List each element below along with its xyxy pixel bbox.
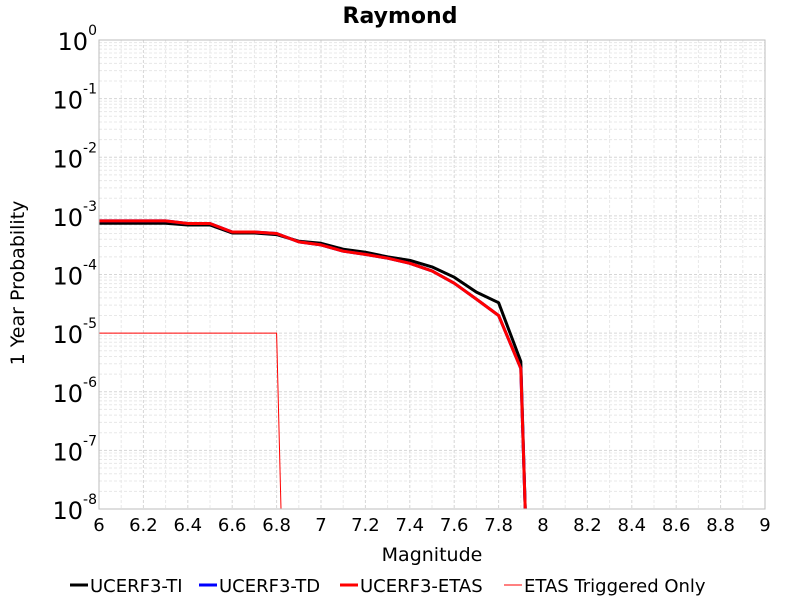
y-tick-label: 100 (58, 23, 97, 56)
y-tick-label: 10-1 (52, 82, 97, 115)
x-axis: 6 6.2 6.4 6.6 6.8 7 7.2 7.4 7.6 7.8 8 8.2 8.4 8.6 8.8 9 (93, 515, 770, 536)
x-tick-label: 6.2 (129, 515, 158, 536)
x-tick-label: 6.4 (173, 515, 202, 536)
legend-label: UCERF3-ETAS (360, 576, 483, 597)
x-tick-label: 8 (537, 515, 548, 536)
x-axis-label: Magnitude (382, 544, 483, 566)
series-layer (99, 219, 527, 510)
series-line-3 (99, 219, 527, 510)
grid (98, 40, 766, 510)
x-tick-label: 6.6 (218, 515, 247, 536)
legend-label: UCERF3-TD (219, 576, 320, 597)
y-tick-label: 10-8 (52, 492, 97, 525)
x-tick-label: 6 (93, 515, 104, 536)
y-axis-label: 1 Year Probability (7, 201, 29, 366)
x-tick-label: 8.4 (617, 515, 646, 536)
x-tick-label: 8.2 (573, 515, 602, 536)
y-tick-label: 10-7 (52, 433, 97, 466)
x-tick-label: 9 (759, 515, 770, 536)
y-tick-label: 10-4 (52, 258, 97, 291)
series-line-1 (99, 221, 527, 510)
x-tick-label: 8.6 (662, 515, 691, 536)
x-tick-label: 8.8 (706, 515, 735, 536)
x-tick-label: 7.2 (351, 515, 380, 536)
y-tick-label: 10-3 (52, 199, 97, 232)
legend: UCERF3-TI UCERF3-TD UCERF3-ETAS ETAS Trigge… (70, 576, 706, 597)
y-axis: 100 10-1 10-2 10-3 10-4 10-5 10-6 10-7 10-8 (52, 23, 97, 525)
y-tick-label: 10-2 (52, 140, 97, 173)
y-tick-label: 10-6 (52, 375, 97, 408)
series-line-4 (99, 332, 282, 510)
x-tick-label: 7.8 (484, 515, 513, 536)
x-tick-label: 7 (315, 515, 326, 536)
plot-frame (98, 39, 766, 510)
x-tick-label: 6.8 (262, 515, 291, 536)
legend-label: UCERF3-TI (90, 576, 183, 597)
x-tick-label: 7.4 (395, 515, 424, 536)
y-tick-label: 10-5 (52, 316, 97, 349)
x-tick-label: 7.6 (440, 515, 469, 536)
chart-title: Raymond (343, 4, 458, 29)
legend-label: ETAS Triggered Only (524, 576, 706, 597)
